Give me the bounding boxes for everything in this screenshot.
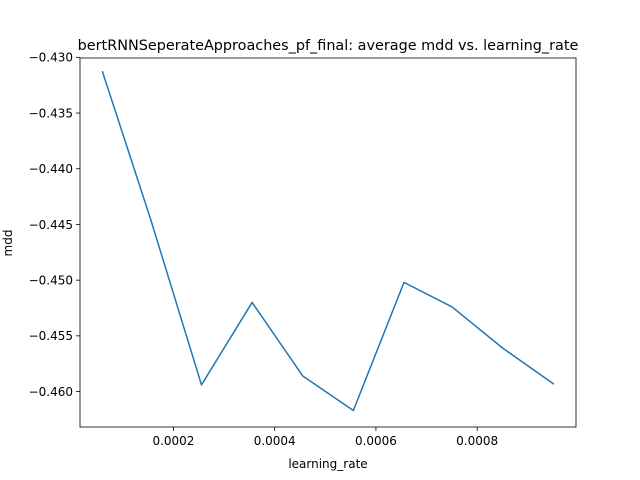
x-tick-label: 0.0008 [456,434,498,448]
x-axis: 0.0002 0.0004 0.0006 0.0008 [152,427,498,448]
x-tick-label: 0.0004 [254,434,296,448]
x-tick-label: 0.0002 [152,434,194,448]
y-tick-label: −0.455 [29,329,73,343]
y-tick-label: −0.460 [29,385,73,399]
plot-frame [79,57,577,428]
x-axis-label: learning_rate [288,457,367,471]
x-tick-label: 0.0006 [355,434,397,448]
y-tick-label: −0.450 [29,273,73,287]
y-tick-label: −0.435 [29,106,73,120]
y-axis-label: mdd [1,230,15,257]
series-line [101,70,555,412]
plot-area [79,57,577,428]
y-tick-label: −0.440 [29,162,73,176]
series-layer [101,70,555,412]
y-tick-label: −0.445 [29,218,73,232]
plot-background [80,58,576,427]
chart-title: bertRNNSeperateApproaches_pf_final: aver… [78,38,579,54]
y-tick-label: −0.430 [29,51,73,65]
y-axis: −0.430 −0.435 −0.440 −0.445 −0.450 −0.455 −0.4… [29,51,80,399]
